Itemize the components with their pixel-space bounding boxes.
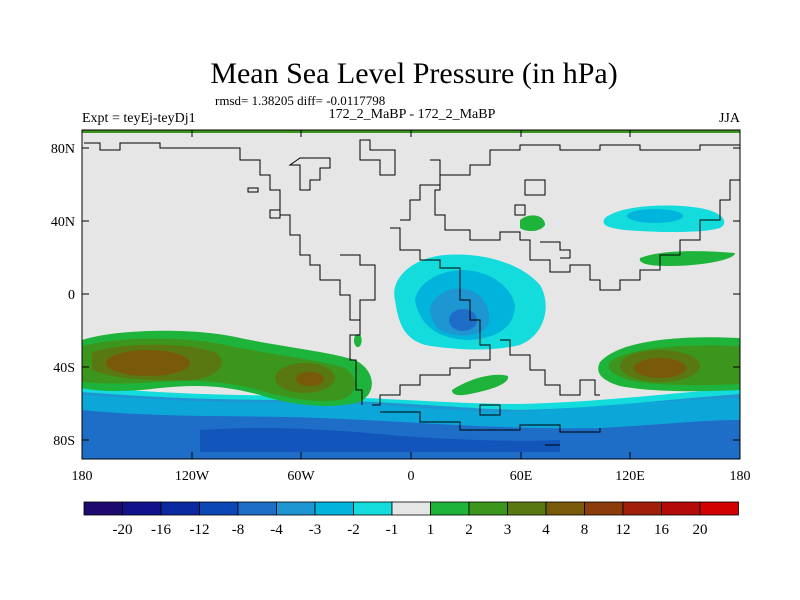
colorbar-swatch	[584, 501, 624, 516]
x-axis-labels: 180 120W 60W 0 60E 120E 180	[72, 469, 751, 484]
colorbar-swatch	[545, 501, 585, 516]
southern-high-band	[82, 330, 740, 406]
colorbar-swatch	[507, 501, 547, 516]
northern-anomalies	[520, 205, 735, 266]
y-tick-label: 40N	[51, 215, 75, 230]
y-tick-label: 80S	[53, 434, 75, 449]
colorbar-label: 16	[654, 522, 670, 538]
colorbar-label: -2	[347, 522, 360, 538]
colorbar-label: 1	[427, 522, 435, 538]
season-label: JJA	[719, 111, 741, 126]
colorbar-swatch	[314, 501, 354, 516]
colorbar-label: -16	[151, 522, 171, 538]
x-tick-label: 180	[730, 469, 751, 484]
x-tick-label: 60E	[510, 469, 533, 484]
x-tick-label: 0	[408, 469, 415, 484]
colorbar-swatch	[160, 501, 200, 516]
colorbar: -20 -16 -12 -8 -4 -3 -2 -1 1 2 3 4 8 12 16 20	[83, 501, 739, 538]
colorbar-swatch	[83, 501, 123, 516]
colorbar-label: 8	[581, 522, 589, 538]
plot-title: Mean Sea Level Pressure (in hPa)	[210, 57, 617, 90]
experiment-label: Expt = teyEj-teyDj1	[82, 111, 196, 126]
colorbar-label: 2	[465, 522, 473, 538]
tick-marks	[81, 130, 741, 459]
colorbar-swatch	[353, 501, 393, 516]
colorbar-swatch	[622, 501, 662, 516]
map-panel	[81, 129, 741, 460]
colorbar-swatch	[430, 501, 470, 516]
colorbar-label: 3	[504, 522, 512, 538]
center-label: 172_2_MaBP - 172_2_MaBP	[329, 107, 496, 122]
colorbar-label: 12	[616, 522, 631, 538]
x-tick-label: 120E	[615, 469, 645, 484]
coastlines	[84, 139, 740, 446]
y-tick-label: 40S	[53, 361, 75, 376]
stats-label: rmsd= 1.38205 diff= -0.0117798	[215, 93, 385, 108]
colorbar-swatch	[122, 501, 162, 516]
colorbar-label: -4	[270, 522, 283, 538]
colorbar-swatch	[699, 501, 739, 516]
y-axis-labels: 80N 40N 0 40S 80S	[51, 142, 75, 449]
colorbar-label: -3	[309, 522, 322, 538]
colorbar-label: -8	[232, 522, 245, 538]
colorbar-swatch	[661, 501, 701, 516]
colorbar-label: -1	[386, 522, 399, 538]
colorbar-swatch	[391, 501, 431, 516]
colorbar-label: -20	[113, 522, 133, 538]
southern-low-band	[82, 386, 740, 459]
x-tick-label: 180	[72, 469, 93, 484]
y-tick-label: 0	[68, 288, 75, 303]
colorbar-swatch	[199, 501, 239, 516]
colorbar-swatch	[468, 501, 508, 516]
colorbar-label: 4	[542, 522, 550, 538]
colorbar-swatch	[276, 501, 316, 516]
x-tick-label: 120W	[175, 469, 210, 484]
x-tick-label: 60W	[287, 469, 315, 484]
y-tick-label: 80N	[51, 142, 75, 157]
colorbar-label: -12	[190, 522, 210, 538]
colorbar-swatch	[237, 501, 277, 516]
colorbar-label: 20	[693, 522, 708, 538]
